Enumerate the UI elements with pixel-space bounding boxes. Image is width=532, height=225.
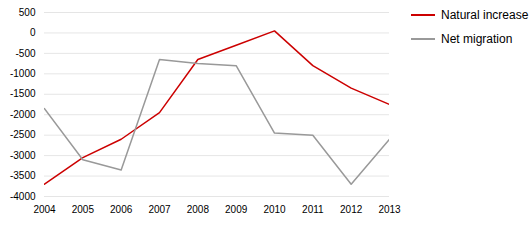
svg-text:0: 0 [30, 27, 36, 38]
svg-text:2005: 2005 [72, 204, 95, 215]
svg-text:-2000: -2000 [10, 109, 36, 120]
svg-text:-2500: -2500 [10, 129, 36, 140]
svg-text:-500: -500 [15, 48, 35, 59]
svg-text:2010: 2010 [263, 204, 286, 215]
html-text:Natural increase: Natural increase [441, 8, 529, 22]
svg-text:2004: 2004 [33, 204, 56, 215]
svg-text:-4000: -4000 [10, 191, 36, 202]
svg-text:2011: 2011 [302, 204, 324, 215]
svg-text:2013: 2013 [378, 204, 401, 215]
svg-text:-3000: -3000 [10, 150, 36, 161]
svg-text:500: 500 [19, 7, 36, 18]
svg-text:2008: 2008 [187, 204, 210, 215]
svg-text:-1000: -1000 [10, 68, 36, 79]
svg-text:-3500: -3500 [10, 170, 36, 181]
svg-text:2009: 2009 [225, 204, 248, 215]
svg-text:2012: 2012 [340, 204, 363, 215]
svg-text:2006: 2006 [110, 204, 133, 215]
html-text:Net migration: Net migration [441, 32, 513, 46]
svg-text:-1500: -1500 [10, 88, 36, 99]
svg-text:2007: 2007 [148, 204, 171, 215]
